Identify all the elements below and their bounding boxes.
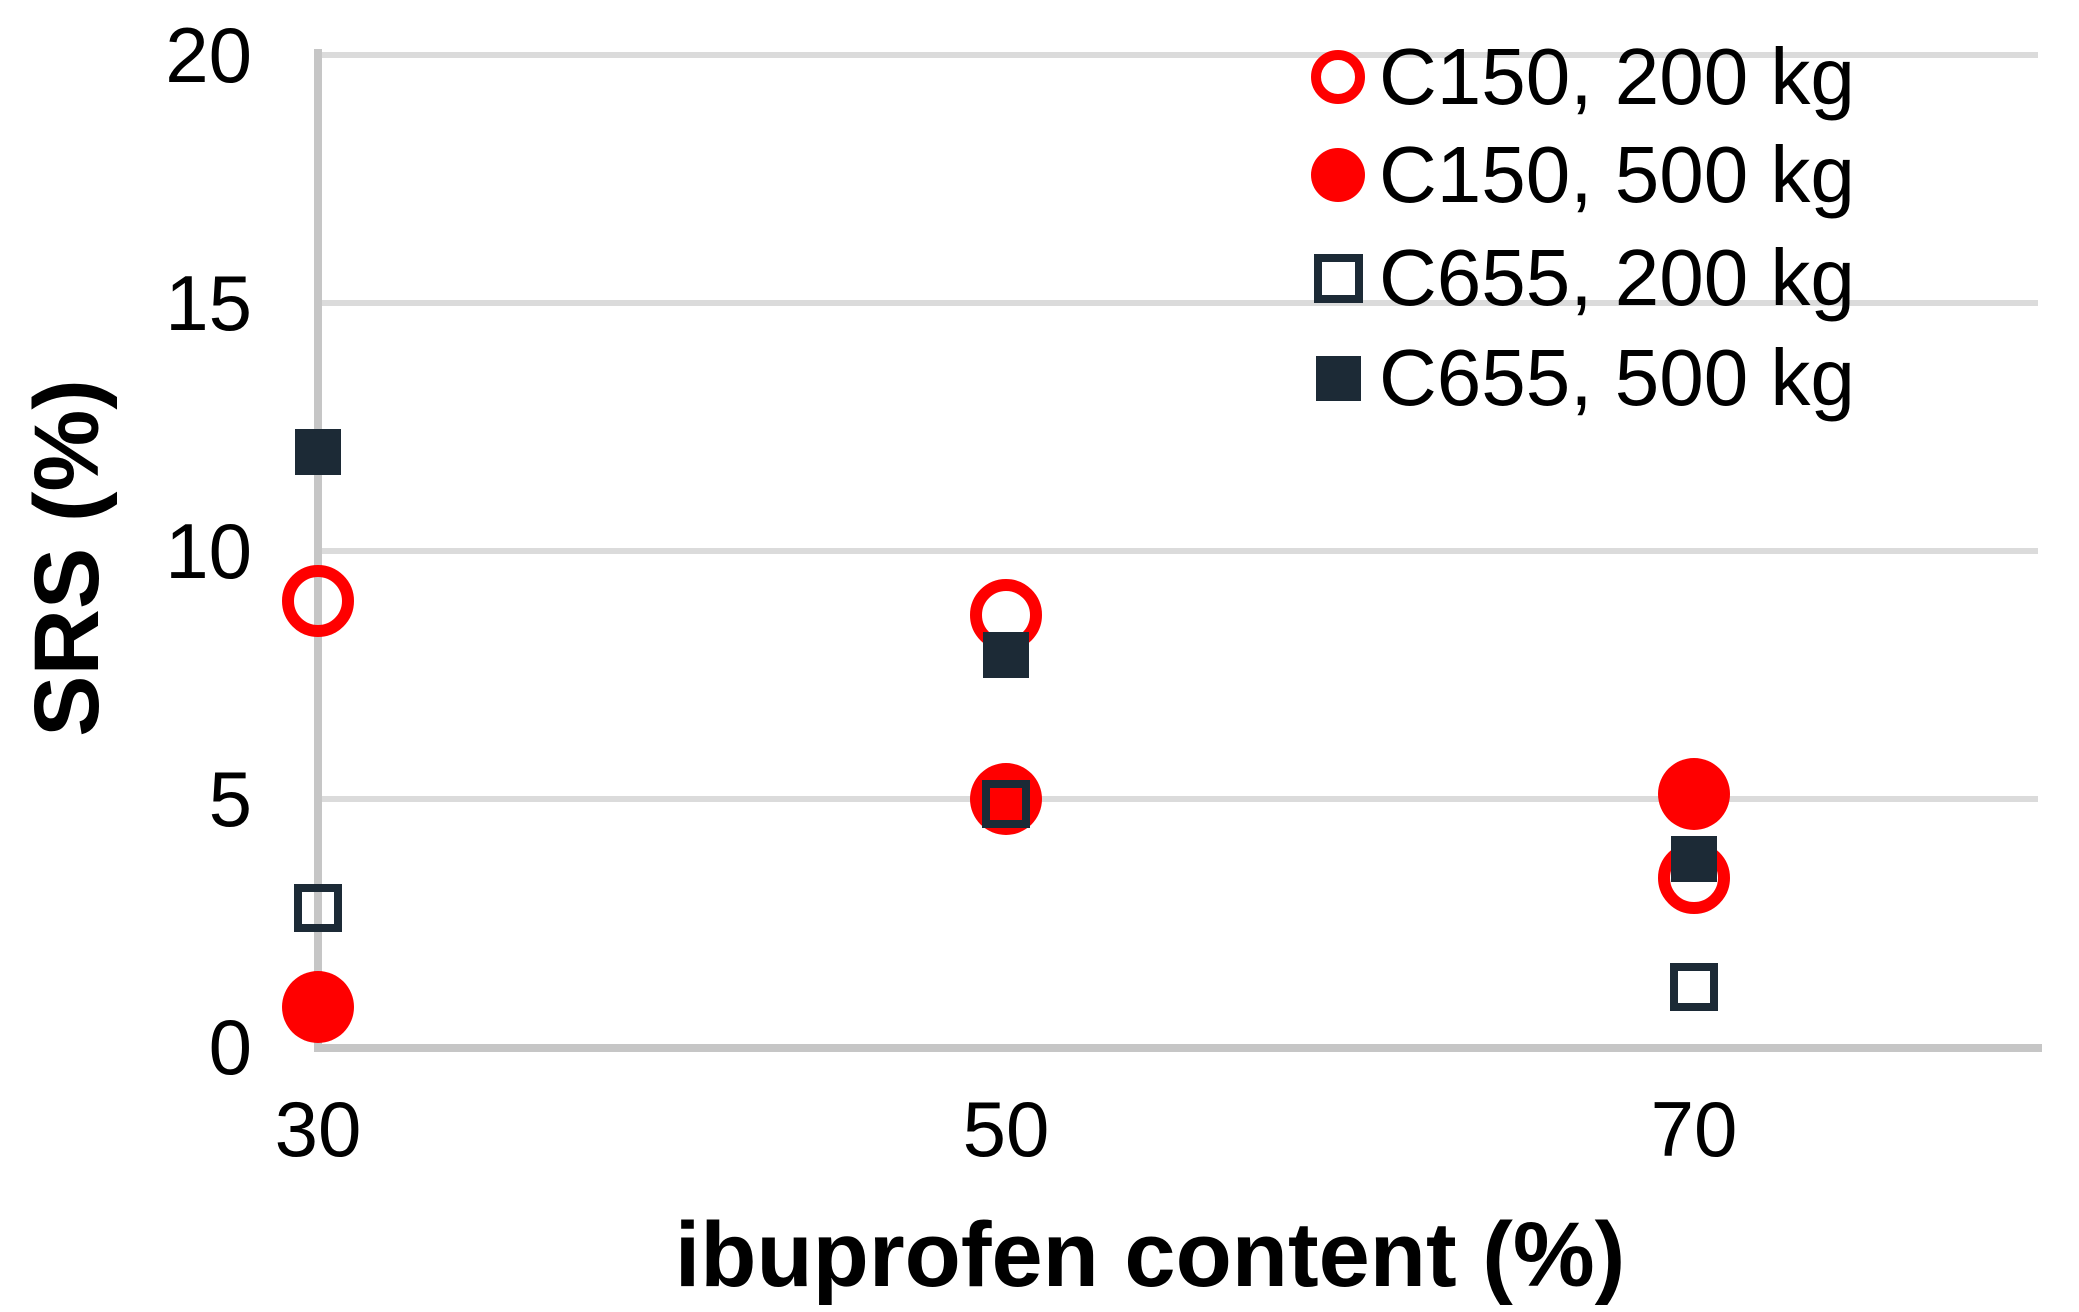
- data-point-c655-200-kg-x70: [1670, 963, 1718, 1012]
- y-tick-label-15: 15: [165, 259, 252, 347]
- gridline-y-10: [318, 548, 2038, 554]
- x-axis-line: [314, 1044, 2042, 1052]
- x-tick-label-50: 50: [962, 1085, 1050, 1173]
- legend-item-c150-200-kg: C150, 200 kg: [1309, 28, 1855, 126]
- legend-label: C655, 200 kg: [1379, 233, 1855, 322]
- x-axis-title: ibuprofen content (%): [674, 1204, 1626, 1306]
- y-tick-label-5: 5: [208, 755, 252, 843]
- legend-label: C150, 500 kg: [1379, 130, 1855, 219]
- legend-item-c150-500-kg: C150, 500 kg: [1309, 126, 1855, 224]
- gridline-y-5: [318, 796, 2038, 802]
- y-tick-label-10: 10: [165, 507, 252, 595]
- data-point-c150-500-kg-x30: [282, 971, 354, 1044]
- gridline-y-20: [318, 52, 2038, 58]
- y-axis-line: [314, 49, 322, 1051]
- plot-area: [282, 49, 2042, 1052]
- data-point-c150-200-kg-x30: [282, 564, 354, 637]
- gridline-y-15: [318, 300, 2038, 306]
- data-point-c655-200-kg-x30: [294, 884, 342, 933]
- legend-item-c655-200-kg: C655, 200 kg: [1309, 229, 1855, 327]
- data-point-c150-500-kg-x70: [1658, 758, 1730, 831]
- legend-label: C150, 200 kg: [1379, 32, 1855, 121]
- x-tick-label-30: 30: [274, 1085, 362, 1173]
- data-point-c655-500-kg-x50: [983, 632, 1029, 679]
- data-point-c655-500-kg-x70: [1671, 835, 1717, 882]
- y-tick-label-0: 0: [208, 1003, 252, 1091]
- legend-item-c655-500-kg: C655, 500 kg: [1309, 329, 1855, 427]
- data-point-c655-500-kg-x30: [295, 428, 341, 475]
- x-tick-label-70: 70: [1650, 1085, 1738, 1173]
- y-tick-label-20: 20: [165, 11, 252, 99]
- data-point-c655-200-kg-x50: [982, 779, 1030, 828]
- legend-label: C655, 500 kg: [1379, 333, 1855, 422]
